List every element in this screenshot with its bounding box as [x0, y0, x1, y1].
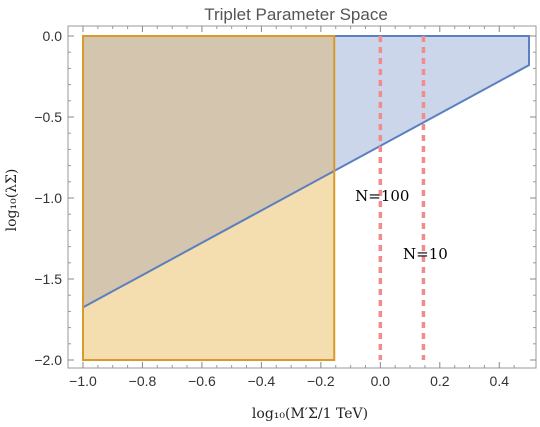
- y-tick-label: −0.5: [34, 109, 62, 125]
- x-tick-label: −0.8: [129, 373, 157, 389]
- y-axis-ticks: 0.0 −0.5 −1.0 −1.5 −2.0: [34, 28, 536, 368]
- x-tick-label: −0.2: [307, 373, 335, 389]
- x-tick-label: 0.4: [490, 373, 510, 389]
- x-tick-label: 0.2: [430, 373, 450, 389]
- y-axis-label: log₁₀(λΣ): [4, 169, 20, 232]
- chart-title: Triplet Parameter Space: [204, 5, 388, 24]
- y-tick-label: −1.0: [34, 190, 62, 206]
- y-tick-label: −2.0: [34, 352, 62, 368]
- annotations-layer: N=100 N=10: [355, 187, 448, 263]
- y-tick-label: −1.5: [34, 271, 62, 287]
- annotation-label: N=10: [403, 245, 448, 263]
- vertical-lines-layer: [378, 36, 426, 360]
- blue-region-outline: [82, 35, 530, 309]
- annotation-label: N=100: [355, 187, 409, 205]
- x-axis-ticks: −1.0 −0.8 −0.6 −0.4 −0.2 0.0 0.2 0.4: [69, 26, 515, 389]
- orange-region-outline: [82, 35, 336, 361]
- x-tick-label: 0.0: [371, 373, 391, 389]
- overlap-region: [83, 36, 335, 308]
- x-tick-label: −0.6: [188, 373, 216, 389]
- x-tick-label: −1.0: [69, 373, 97, 389]
- y-tick-label: 0.0: [43, 28, 63, 44]
- plot-frame: [67, 25, 537, 369]
- frame-rect: [67, 25, 537, 369]
- x-tick-label: −0.4: [248, 373, 276, 389]
- x-axis-label: log₁₀(M′Σ/1 TeV): [252, 406, 368, 422]
- overlap-layer: [82, 35, 530, 361]
